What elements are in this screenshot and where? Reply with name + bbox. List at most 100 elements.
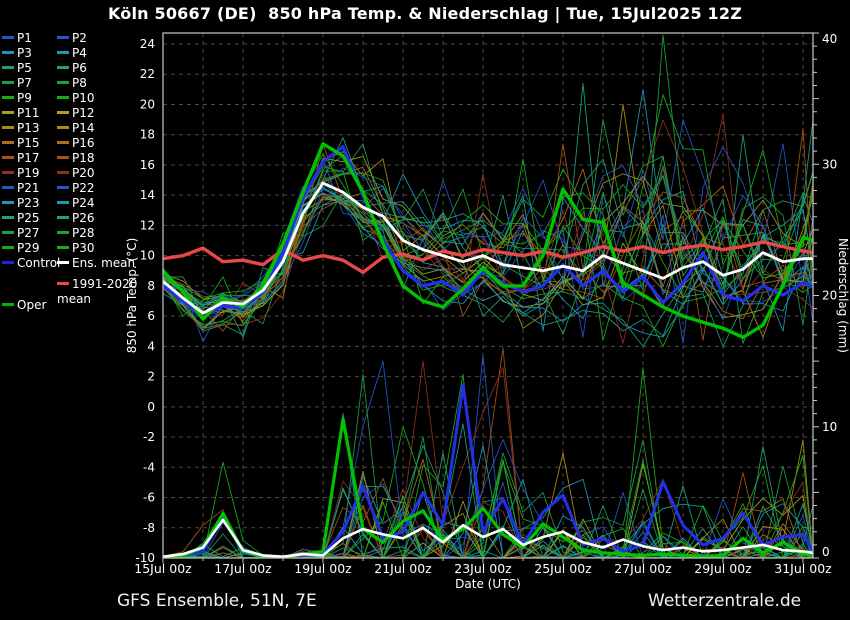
legend-item-p6-swatch — [57, 65, 69, 69]
legend-item-p22: P22 — [57, 181, 95, 196]
legend-item-ens-mean: Ens. mean — [57, 256, 135, 271]
legend-item-p27: P27 — [2, 226, 40, 241]
legend-item-p18-swatch — [57, 155, 69, 159]
legend-item-p16-label: P16 — [72, 136, 95, 150]
legend-item-p19: P19 — [2, 166, 40, 181]
legend-item-p10: P10 — [57, 91, 95, 106]
date-tick-label: 31Jul 00z — [774, 561, 832, 576]
legend-item-p5: P5 — [2, 61, 32, 76]
temp-tick-label: -10 — [135, 551, 155, 565]
legend-item-climate-mean-label: 1991-2020 — [72, 277, 138, 291]
legend-item-p13-swatch — [2, 125, 14, 129]
date-tick-label: 29Jul 00z — [694, 561, 752, 576]
legend-item-p30-label: P30 — [72, 241, 95, 255]
legend-item-p25-swatch — [2, 215, 14, 219]
temp-tick-label: 12 — [140, 218, 155, 232]
legend-item-p22-label: P22 — [72, 181, 95, 195]
legend-item-p6-label: P6 — [72, 61, 87, 75]
legend-item-p13: P13 — [2, 121, 40, 136]
date-tick-label: 27Jul 00z — [614, 561, 672, 576]
member-precip-line — [163, 454, 813, 558]
climate-mean-line — [163, 240, 813, 274]
legend-item-control: Control — [2, 256, 60, 271]
member-precip-line — [163, 423, 813, 558]
legend-item-p11-swatch — [2, 110, 14, 114]
legend-item-p17-swatch — [2, 155, 14, 159]
legend-item-p24-swatch — [57, 200, 69, 204]
legend-item-climate-mean-label: mean — [57, 292, 92, 306]
legend-item-p15-swatch — [2, 140, 14, 144]
legend-item-p28-label: P28 — [72, 226, 95, 240]
legend-item-oper: Oper — [2, 298, 46, 313]
temp-tick-label: -8 — [143, 521, 155, 535]
member-temp-line — [163, 173, 813, 330]
legend-item-p4-label: P4 — [72, 46, 87, 60]
temp-tick-label: 8 — [147, 279, 155, 293]
date-tick-label: 19Jul 00z — [294, 561, 352, 576]
legend-item-p20: P20 — [57, 166, 95, 181]
legend-item-p24-label: P24 — [72, 196, 95, 210]
legend-item-p21-swatch — [2, 185, 14, 189]
date-tick-label: 21Jul 00z — [374, 561, 432, 576]
temp-tick-label: 18 — [140, 128, 155, 142]
temp-tick-label: 14 — [140, 188, 155, 202]
legend-item-p18: P18 — [57, 151, 95, 166]
legend-item-p21: P21 — [2, 181, 40, 196]
temp-tick-label: 6 — [147, 309, 155, 323]
legend-item-p11: P11 — [2, 106, 40, 121]
legend-item-p12-swatch — [57, 110, 69, 114]
date-axis-title: Date (UTC) — [455, 577, 521, 591]
legend-item-p9-label: P9 — [17, 91, 32, 105]
legend-item-p25-label: P25 — [17, 211, 40, 225]
precip-tick-label: 10 — [822, 420, 837, 434]
legend-item-ens-mean-label: Ens. mean — [72, 256, 136, 270]
chart-title: Köln 50667 (DE) 850 hPa Temp. & Niedersc… — [107, 4, 743, 23]
legend-item-p27-label: P27 — [17, 226, 40, 240]
legend-item-p3-label: P3 — [17, 46, 32, 60]
legend-item-p2-swatch — [57, 35, 69, 39]
legend-item-p8-label: P8 — [72, 76, 87, 90]
temp-tick-label: 2 — [147, 370, 155, 384]
legend-item-p10-swatch — [57, 95, 69, 99]
legend-item-p23: P23 — [2, 196, 40, 211]
legend-item-p9: P9 — [2, 91, 32, 106]
legend-item-p8: P8 — [57, 76, 87, 91]
legend-item-climate-mean: 1991-2020 mean — [57, 277, 137, 307]
legend-item-p14-label: P14 — [72, 121, 95, 135]
legend-item-p4: P4 — [57, 46, 87, 61]
legend-item-p2: P2 — [57, 31, 87, 46]
legend-item-p23-label: P23 — [17, 196, 40, 210]
precip-tick-label: 30 — [822, 157, 837, 171]
legend-item-p12: P12 — [57, 106, 95, 121]
model-info-label: GFS Ensemble, 51N, 7E — [117, 591, 317, 611]
legend-item-p30-swatch — [57, 245, 69, 249]
legend-item-p19-swatch — [2, 170, 14, 174]
legend-item-p26: P26 — [57, 211, 95, 226]
temp-tick-label: 10 — [140, 249, 155, 263]
legend-item-p29-label: P29 — [17, 241, 40, 255]
legend-item-p29-swatch — [2, 245, 14, 249]
precip-tick-label: 20 — [822, 289, 837, 303]
ens-mean-temp-line — [163, 181, 813, 315]
legend-item-p25: P25 — [2, 211, 40, 226]
legend-item-p22-swatch — [57, 185, 69, 189]
legend-item-p28: P28 — [57, 226, 95, 241]
legend-item-p1: P1 — [2, 31, 32, 46]
legend-item-p8-swatch — [57, 80, 69, 84]
legend-item-p28-swatch — [57, 230, 69, 234]
legend-item-control-label: Control — [17, 256, 61, 270]
legend-item-p1-swatch — [2, 35, 14, 39]
member-temp-line — [163, 34, 813, 335]
temp-tick-label: 0 — [147, 400, 155, 414]
temp-tick-label: 20 — [140, 97, 155, 111]
legend-item-p2-label: P2 — [72, 31, 87, 45]
legend-item-p17: P17 — [2, 151, 40, 166]
temp-tick-label: 4 — [147, 339, 155, 353]
legend-item-p3-swatch — [2, 50, 14, 54]
temp-tick-label: -6 — [143, 491, 155, 505]
legend-item-p15-label: P15 — [17, 136, 40, 150]
legend-item-p13-label: P13 — [17, 121, 40, 135]
temp-tick-label: -4 — [143, 460, 155, 474]
